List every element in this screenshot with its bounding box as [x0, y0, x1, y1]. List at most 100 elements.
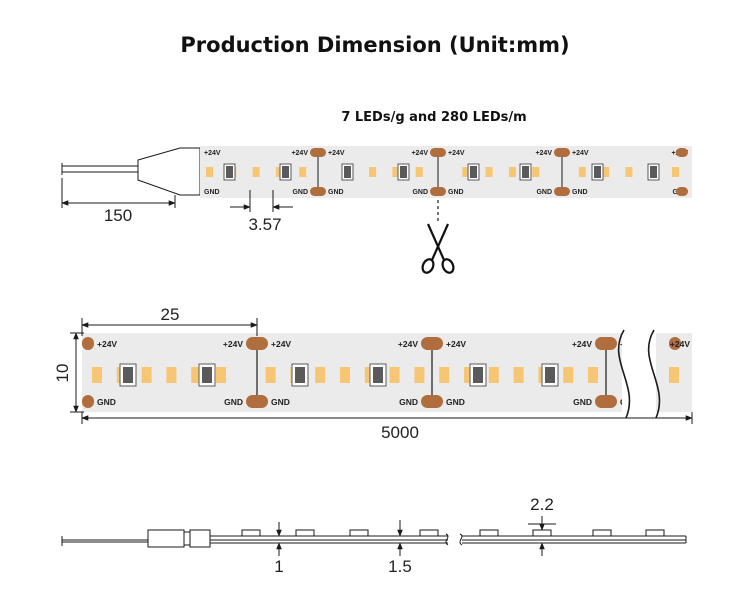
- wire-length-value: 150: [104, 206, 132, 225]
- plus-label: +24V: [572, 339, 592, 349]
- led-chip: [532, 167, 540, 177]
- led-chip: [265, 367, 276, 383]
- led-pitch-dimension: [230, 190, 293, 212]
- solder-pad-gnd: [554, 187, 570, 196]
- gnd-label: GND: [292, 189, 308, 196]
- gnd-label: GND: [328, 189, 344, 196]
- led-chip: [315, 367, 326, 383]
- gnd-label: GND: [271, 397, 290, 407]
- solder-pad-plus: [669, 337, 681, 350]
- width-value: 10: [53, 364, 72, 383]
- ic-chip-body: [226, 166, 233, 178]
- plus-label: +24V: [535, 150, 552, 157]
- plus-label: +24V: [204, 150, 221, 157]
- component-height-value: 2.2: [530, 495, 554, 514]
- plus-label: +24V: [446, 339, 466, 349]
- led-chip: [414, 367, 425, 383]
- wire-length-dimension: [61, 178, 176, 208]
- led-chip: [578, 167, 586, 177]
- led-chip: [669, 367, 679, 383]
- gnd-label: GND: [204, 189, 220, 196]
- solder-pad-gnd: [246, 395, 268, 408]
- led-chip: [206, 167, 213, 177]
- ic-chip-body: [650, 166, 657, 178]
- solder-pad-plus: [82, 337, 94, 350]
- led-chip: [392, 167, 400, 177]
- led-chip: [275, 167, 283, 177]
- led-chip: [92, 367, 102, 383]
- ic-chip-body: [123, 367, 133, 383]
- component-height-dimension: [528, 516, 556, 556]
- side-profile: [61, 529, 687, 548]
- plus-label: +24V: [223, 339, 243, 349]
- total-thickness-value: 1.5: [388, 557, 412, 576]
- led-chip: [625, 167, 633, 177]
- led-chip: [672, 167, 679, 177]
- plus-label: +24V: [398, 339, 418, 349]
- ic-chip-body: [295, 367, 305, 383]
- gnd-label: GND: [399, 397, 418, 407]
- plus-label: +24V: [448, 150, 465, 157]
- led-chip: [340, 367, 350, 383]
- pcb-thickness-value: 1: [274, 557, 283, 576]
- solder-pad-plus: [310, 148, 326, 157]
- led-chip: [485, 167, 493, 177]
- solder-pad-gnd: [310, 187, 326, 196]
- led-chip: [602, 167, 610, 177]
- ic-chip-body: [473, 367, 483, 383]
- ic-chip-body: [344, 166, 351, 178]
- gnd-label: GND: [572, 189, 588, 196]
- led-chip: [369, 167, 377, 177]
- led-chip: [563, 367, 574, 383]
- led-chip: [415, 167, 423, 177]
- led-chip: [191, 367, 202, 383]
- solder-pad-plus: [430, 148, 446, 157]
- plus-label: +24V: [411, 150, 428, 157]
- led-chip: [439, 367, 450, 383]
- gnd-label: GND: [412, 189, 428, 196]
- solder-pad-plus: [595, 337, 617, 350]
- solder-pad-plus: [676, 148, 688, 157]
- ic-chip-body: [202, 367, 212, 383]
- plus-label: +24V: [670, 339, 690, 349]
- ic-chip-body: [282, 166, 289, 178]
- strip-break-mark: [617, 329, 661, 419]
- total-length-dimension: [81, 412, 693, 424]
- solder-pad-plus: [421, 337, 443, 350]
- solder-pad-plus: [246, 337, 268, 350]
- led-chip: [389, 367, 400, 383]
- led-pitch-value: 3.57: [248, 215, 281, 234]
- plus-label: +24V: [271, 339, 291, 349]
- led-chip: [588, 367, 598, 383]
- gnd-label: GND: [573, 397, 592, 407]
- gnd-label: GND: [446, 397, 465, 407]
- plus-label: +24V: [97, 339, 117, 349]
- gnd-label: GND: [97, 397, 116, 407]
- ic-chip-body: [522, 166, 529, 178]
- gnd-label: GND: [448, 189, 464, 196]
- ic-chip-body: [545, 367, 555, 383]
- ic-chip-body: [470, 166, 477, 178]
- led-chip: [141, 367, 152, 383]
- plus-label: +24V: [291, 150, 308, 157]
- ic-chip-body: [400, 166, 407, 178]
- wire-connector: [61, 147, 201, 196]
- solder-pad-gnd: [430, 187, 446, 196]
- plus-label: +24V: [328, 150, 345, 157]
- scissors-icon: [421, 223, 455, 274]
- led-chip: [462, 167, 470, 177]
- led-chip: [513, 367, 524, 383]
- solder-pad-gnd: [676, 187, 688, 196]
- led-chip: [464, 367, 474, 383]
- led-chip: [166, 367, 177, 383]
- ic-chip-body: [373, 367, 383, 383]
- page-title: Production Dimension (Unit:mm): [180, 33, 569, 57]
- led-chip: [252, 167, 260, 177]
- cut-length-value: 25: [161, 305, 180, 324]
- led-chip: [488, 367, 499, 383]
- led-density-subtitle: 7 LEDs/g and 280 LEDs/m: [341, 110, 526, 125]
- led-chip: [508, 167, 516, 177]
- plus-label: +24V: [572, 150, 589, 157]
- solder-pad-gnd: [421, 395, 443, 408]
